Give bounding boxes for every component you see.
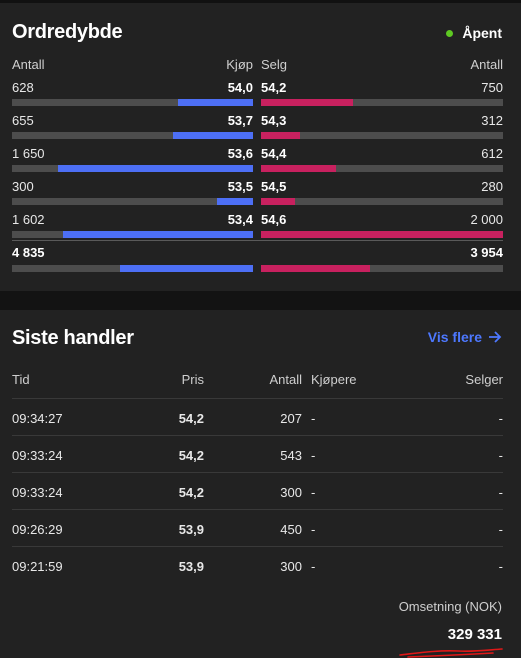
ask-price: 54,2	[261, 80, 287, 95]
trade-buyer: -	[311, 411, 316, 426]
ask-depth-fill	[261, 198, 295, 205]
trade-row: 09:26:29 53,9 450 - -	[12, 509, 503, 546]
col-price: Pris	[181, 372, 204, 387]
ask-qty: 750	[481, 80, 503, 95]
col-seller: Selger	[465, 372, 503, 387]
trade-price: 54,2	[178, 448, 204, 463]
bid-depth-fill	[173, 132, 253, 139]
arrow-right-icon	[489, 331, 502, 343]
total-ask-bar	[261, 265, 503, 272]
bid-qty: 628	[12, 80, 34, 95]
bid-qty: 655	[12, 113, 34, 128]
status-label: Åpent	[462, 25, 502, 41]
trade-seller: -	[498, 522, 503, 537]
ask-depth-fill	[261, 99, 353, 106]
market-status: Åpent	[446, 25, 502, 41]
bid-depth-fill	[57, 165, 253, 172]
recent-trades-panel: Siste handler Vis flere Tid Pris Antall …	[0, 310, 521, 658]
ask-qty: 312	[481, 113, 503, 128]
trade-time: 09:33:24	[12, 448, 63, 463]
trade-row: 09:21:59 53,9 300 - -	[12, 546, 503, 583]
order-depth-panel: Ordredybde Åpent Antall Kjøp Selg Antall…	[0, 0, 521, 291]
total-bid-bar	[12, 265, 253, 272]
trade-price: 54,2	[178, 485, 204, 500]
turnover-label: Omsetning (NOK)	[398, 599, 502, 614]
trade-qty: 543	[280, 448, 302, 463]
trade-buyer: -	[311, 559, 316, 574]
order-depth-title: Ordredybde	[12, 21, 123, 43]
bid-depth-fill	[216, 198, 253, 205]
bid-depth-fill	[178, 99, 253, 106]
trade-time: 09:21:59	[12, 559, 63, 574]
ask-depth-bar	[261, 99, 503, 106]
ask-price: 54,4	[261, 146, 287, 161]
bid-price: 53,7	[227, 113, 253, 128]
col-qty: Antall	[269, 372, 302, 387]
ask-depth-bar	[261, 165, 503, 172]
bid-depth-bar	[12, 198, 253, 205]
trade-qty: 207	[280, 411, 302, 426]
trade-price: 53,9	[178, 522, 204, 537]
bid-price: 54,0	[227, 80, 253, 95]
total-ask-qty: 3 954	[470, 245, 503, 260]
trade-price: 54,2	[178, 411, 204, 426]
bid-qty: 300	[12, 179, 34, 194]
ask-price: 54,3	[261, 113, 287, 128]
trade-row: 09:33:24 54,2 543 - -	[12, 435, 503, 472]
ask-depth-fill	[261, 165, 337, 172]
total-ask-fill	[261, 265, 370, 272]
trade-qty: 450	[280, 522, 302, 537]
ask-qty: 612	[481, 146, 503, 161]
bid-qty: 1 650	[12, 146, 45, 161]
bid-price: 53,6	[227, 146, 253, 161]
trade-qty: 300	[280, 485, 302, 500]
trade-time: 09:34:27	[12, 411, 63, 426]
recent-trades-title: Siste handler	[12, 327, 134, 349]
see-more-link[interactable]: Vis flere	[428, 329, 502, 345]
trade-time: 09:26:29	[12, 522, 63, 537]
bid-depth-bar	[12, 99, 253, 106]
trade-seller: -	[498, 411, 503, 426]
ask-depth-fill	[261, 132, 300, 139]
bid-depth-bar	[12, 165, 253, 172]
ask-depth-fill	[261, 231, 503, 238]
trade-buyer: -	[311, 448, 316, 463]
col-time: Tid	[12, 372, 30, 387]
col-buyer: Kjøpere	[311, 372, 357, 387]
bid-qty: 1 602	[12, 212, 45, 227]
ask-depth-bar	[261, 198, 503, 205]
trade-buyer: -	[311, 522, 316, 537]
bid-depth-fill	[62, 231, 253, 238]
trade-row: 09:34:27 54,2 207 - -	[12, 398, 503, 435]
trade-seller: -	[498, 448, 503, 463]
bid-depth-bar	[12, 231, 253, 238]
status-dot-icon	[446, 29, 454, 37]
ask-qty: 2 000	[470, 212, 503, 227]
total-divider	[12, 240, 503, 241]
bid-depth-bar	[12, 132, 253, 139]
bid-price: 53,5	[227, 179, 253, 194]
trade-time: 09:33:24	[12, 485, 63, 500]
ask-price: 54,6	[261, 212, 287, 227]
trade-buyer: -	[311, 485, 316, 500]
header-sell: Selg	[261, 57, 288, 72]
total-bid-fill	[120, 265, 253, 272]
ask-qty: 280	[481, 179, 503, 194]
red-underline-annotation	[399, 648, 503, 658]
bid-price: 53,4	[227, 212, 253, 227]
header-qty-buy: Antall	[12, 57, 45, 72]
trade-seller: -	[498, 559, 503, 574]
trade-qty: 300	[280, 559, 302, 574]
header-qty-sell: Antall	[470, 57, 503, 72]
total-bid-qty: 4 835	[12, 245, 45, 260]
ask-price: 54,5	[261, 179, 287, 194]
trade-seller: -	[498, 485, 503, 500]
trade-price: 53,9	[178, 559, 204, 574]
header-buy: Kjøp	[226, 57, 253, 72]
ask-depth-bar	[261, 231, 503, 238]
ask-depth-bar	[261, 132, 503, 139]
trade-row: 09:33:24 54,2 300 - -	[12, 472, 503, 509]
turnover-value: 329 331	[447, 626, 502, 643]
see-more-label: Vis flere	[427, 329, 482, 345]
